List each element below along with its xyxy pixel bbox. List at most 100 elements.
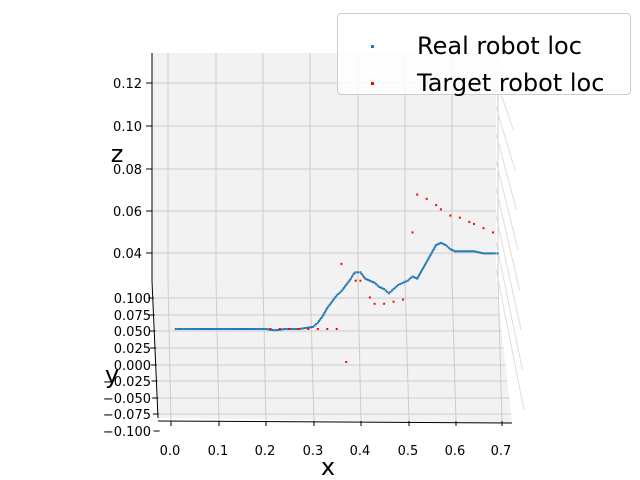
real-point: [323, 312, 326, 315]
real-point: [219, 328, 222, 330]
real-point: [373, 281, 376, 284]
real-point: [281, 328, 284, 331]
real-point: [276, 329, 279, 332]
z-tick-label: 0.10: [113, 120, 142, 135]
real-point: [455, 250, 458, 253]
y-axis-label: y: [105, 361, 119, 389]
real-point: [272, 329, 275, 332]
target-point: [278, 328, 281, 330]
real-point: [376, 284, 379, 287]
real-point: [390, 289, 393, 292]
real-point: [334, 295, 337, 298]
real-point: [383, 288, 386, 291]
real-point: [250, 328, 253, 330]
real-point: [307, 326, 310, 329]
real-point: [397, 283, 400, 286]
real-point: [319, 318, 322, 321]
x-tick-label: 0.5: [398, 444, 419, 459]
real-point: [231, 328, 234, 330]
real-point: [435, 244, 438, 246]
real-point: [367, 279, 370, 281]
real-point: [467, 250, 470, 253]
real-point: [341, 288, 344, 291]
y-tick-label: 0.100: [114, 292, 151, 307]
real-point: [413, 276, 416, 279]
real-point: [387, 292, 390, 295]
real-point: [474, 250, 477, 253]
real-point: [494, 252, 497, 255]
real-point: [330, 300, 333, 303]
real-point: [480, 251, 483, 254]
data-marks: [174, 193, 499, 363]
real-point: [486, 252, 489, 255]
real-point: [476, 251, 479, 254]
x-tick-label: 0.4: [350, 444, 371, 459]
real-point: [199, 328, 202, 330]
real-point: [447, 246, 450, 249]
x-axis-label: x: [321, 453, 335, 480]
real-point: [354, 271, 357, 274]
x-tick-label: 0.3: [303, 444, 324, 459]
legend-marker-target: [371, 82, 374, 85]
real-point: [203, 328, 206, 330]
target-point: [288, 328, 291, 330]
real-point: [207, 328, 210, 330]
real-point: [416, 277, 419, 280]
real-point: [316, 321, 319, 324]
real-point: [266, 328, 269, 331]
real-point: [293, 328, 296, 330]
real-point: [454, 250, 457, 253]
real-point: [329, 302, 332, 305]
y-tick-label: 0.000: [114, 359, 151, 374]
real-point: [299, 327, 302, 330]
real-point: [423, 264, 426, 267]
real-point: [347, 280, 350, 283]
real-point: [310, 326, 313, 329]
real-point: [185, 328, 188, 330]
target-point: [491, 231, 494, 234]
target-point: [392, 300, 395, 303]
real-point: [338, 291, 341, 294]
real-point: [482, 252, 485, 255]
real-point: [370, 280, 373, 283]
real-point: [244, 328, 247, 330]
real-point: [392, 288, 395, 291]
real-point: [227, 328, 230, 330]
real-point: [443, 243, 446, 246]
real-point: [342, 287, 345, 290]
real-point: [283, 328, 286, 330]
real-point: [197, 328, 200, 330]
real-point: [258, 328, 261, 330]
real-point: [248, 328, 251, 330]
real-point: [368, 279, 371, 282]
real-point: [315, 323, 318, 326]
target-point: [340, 262, 343, 265]
target-point: [345, 361, 348, 363]
real-point: [252, 328, 255, 330]
real-point: [174, 328, 177, 330]
real-point: [193, 328, 196, 330]
real-point: [496, 252, 499, 255]
real-point: [317, 320, 320, 323]
real-point: [326, 307, 329, 309]
target-point: [435, 204, 438, 207]
target-point: [316, 328, 319, 330]
legend-label-target: Target robot loc: [417, 69, 605, 97]
target-point: [269, 328, 272, 330]
target-point: [482, 227, 485, 230]
real-point: [422, 265, 425, 268]
grid-side: [495, 160, 519, 251]
real-point: [344, 285, 347, 288]
real-point: [223, 328, 226, 330]
real-point: [335, 294, 338, 297]
real-point: [324, 310, 327, 313]
real-point: [457, 250, 460, 253]
real-point: [295, 328, 298, 330]
real-point: [427, 257, 430, 260]
target-point: [468, 220, 471, 223]
real-point: [471, 250, 474, 253]
real-point: [229, 328, 232, 330]
ticks: 0.0 0.1 0.2 0.3 0.4 0.5 0.6 0.7 0.12 0.10 0.08 0.06…: [103, 77, 511, 459]
target-point: [402, 298, 405, 301]
